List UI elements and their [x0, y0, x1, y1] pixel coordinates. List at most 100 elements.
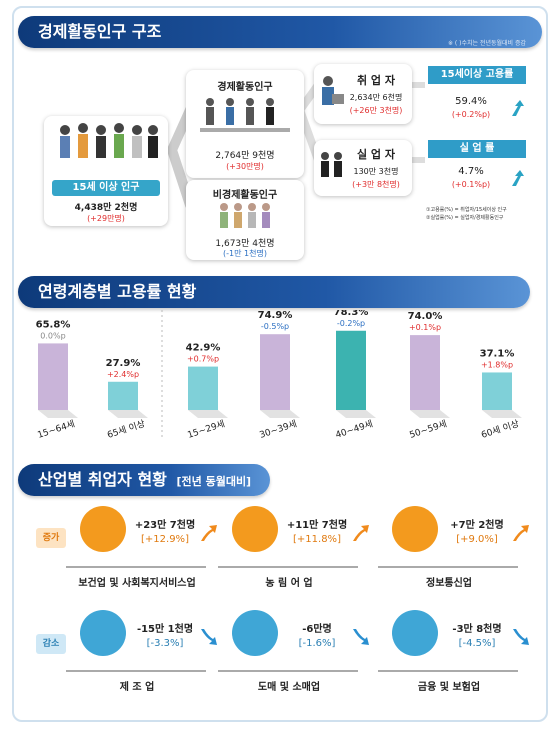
- trend-down-arrow-icon: [513, 629, 529, 645]
- industry-increase-pct: [+11.8%]: [293, 534, 341, 545]
- employed-label: 취 업 자: [356, 74, 396, 87]
- emp-rate-up-arrow-icon: [512, 100, 524, 116]
- elderly-group-icon: [220, 203, 270, 228]
- industry-decrease-2-icon: [392, 610, 438, 656]
- section3-banner: 산업별 취업자 현황 [전년 동월대비]: [18, 464, 270, 496]
- industry-decrease-pct: [-4.5%]: [458, 638, 496, 649]
- industry-decrease-value: -3만 8천명: [452, 624, 502, 635]
- industry-decrease-name: 도매 및 소매업: [257, 682, 321, 693]
- bar-value-label: 65.8%: [36, 319, 71, 330]
- industry-increase-value: +7만 2천명: [450, 520, 504, 531]
- bar: [260, 334, 290, 410]
- unemp-rate-change: (+0.1%p): [451, 180, 491, 189]
- non-active-change: (-1만 1천명): [223, 249, 267, 258]
- industry-divider: [66, 670, 206, 672]
- decrease-tag: 감소: [36, 634, 66, 654]
- bar-base: [260, 410, 300, 418]
- industry-divider: [378, 566, 518, 568]
- econ-active-label: 경제활동인구: [217, 82, 273, 93]
- unemployed-label: 실 업 자: [356, 148, 396, 161]
- formula-unemployment-rate: ②실업률(%) = 실업자/경제활동인구: [426, 215, 504, 221]
- industry-divider: [66, 566, 206, 568]
- section1-banner: 경제활동인구 구조 ※ ( )수치는 전년동월대비 증감: [18, 16, 542, 48]
- industry-decrease-0-icon: [80, 610, 126, 656]
- employed-change: (+26만 3천명): [349, 106, 403, 115]
- section3-subtitle: [전년 동월대비]: [176, 475, 252, 488]
- workers-icon: [200, 98, 290, 132]
- jobseekers-icon: [321, 152, 342, 177]
- industry-decrease-name: 제 조 업: [119, 682, 155, 693]
- unemp-rate-label: 실 업 률: [428, 140, 526, 158]
- industry-divider: [218, 566, 358, 568]
- unemp-rate-up-arrow-icon: [512, 170, 524, 186]
- industry-increase-value: +23만 7천명: [134, 520, 196, 531]
- bar-change-label: +0.1%p: [409, 323, 441, 332]
- trend-down-arrow-icon: [353, 629, 369, 645]
- bar-category-label: 50~59세: [408, 418, 448, 440]
- emp-rate-change: (+0.2%p): [451, 110, 491, 119]
- bar: [188, 366, 218, 410]
- industry-decrease-value: -15만 1천명: [136, 624, 194, 635]
- office-worker-icon: [322, 76, 344, 105]
- section1-note: ※ ( )수치는 전년동월대비 증감: [447, 40, 526, 47]
- bar-change-label: +1.8%p: [481, 360, 513, 369]
- trend-up-arrow-icon: [353, 525, 369, 541]
- industry-increase-name: 정보통신업: [426, 578, 472, 589]
- industry-increase-1-icon: [232, 506, 278, 552]
- industry-decrease-pct: [-1.6%]: [298, 638, 336, 649]
- industry-increase-name: 농 림 어 업: [265, 578, 313, 589]
- industry-decrease-name: 금융 및 보험업: [417, 682, 481, 693]
- unemployed-value: 130만 3천명: [353, 167, 399, 176]
- bar: [336, 330, 366, 410]
- econ-active-card: 경제활동인구 2,764만 9천명 (+30만명): [186, 70, 304, 178]
- bar-category-label: 30~39세: [258, 418, 298, 440]
- non-active-label: 비경제활동인구: [212, 190, 278, 201]
- increase-tag: 증가: [36, 528, 66, 548]
- bar-category-label: 60세 이상: [480, 418, 521, 441]
- bar-base: [410, 410, 450, 418]
- industry-decrease-pct: [-3.3%]: [146, 638, 184, 649]
- industry-increase-pct: [+9.0%]: [456, 534, 498, 545]
- employed-value: 2,634만 6천명: [349, 93, 403, 102]
- people-group-icon: [60, 123, 158, 158]
- pop15-card: 15세 이상 인구 4,438만 2천명 (+29만명): [44, 116, 168, 226]
- industry-decrease-1-icon: [232, 610, 278, 656]
- unemployed-change: (+3만 8천명): [352, 180, 400, 189]
- bar-base: [108, 410, 148, 418]
- bar-value-label: 78.3%: [334, 310, 369, 318]
- industry-increase-pct: [+12.9%]: [141, 534, 189, 545]
- bar-base: [188, 410, 228, 418]
- section1-title: 경제활동인구 구조: [38, 22, 162, 41]
- bar-value-label: 42.9%: [186, 343, 221, 354]
- pop15-change: (+29만명): [87, 214, 125, 223]
- bar-value-label: 74.0%: [408, 311, 443, 322]
- econ-active-value: 2,764만 9천명: [215, 151, 275, 161]
- trend-down-arrow-icon: [201, 629, 217, 645]
- bar: [38, 343, 68, 410]
- emp-rate-label: 15세이상 고용률: [428, 66, 526, 84]
- section2-banner: 연령계층별 고용률 현황: [18, 276, 530, 308]
- pop15-label: 15세 이상 인구: [52, 180, 160, 196]
- employed-card: 취 업 자 2,634만 6천명 (+26만 3천명): [314, 64, 412, 124]
- industry-increase-value: +11만 7천명: [286, 520, 348, 531]
- non-active-value: 1,673만 4천명: [215, 239, 275, 249]
- bar: [482, 372, 512, 410]
- bar-category-label: 40~49세: [334, 418, 374, 440]
- formula-employment-rate: ①고용률(%) = 취업자/15세이상 인구: [426, 207, 507, 213]
- industry-increase-2-icon: [392, 506, 438, 552]
- section3-title: 산업별 취업자 현황: [38, 470, 167, 489]
- bar-change-label: -0.2%p: [337, 319, 365, 328]
- bar-base: [336, 410, 376, 418]
- bar-change-label: 0.0%p: [40, 331, 65, 340]
- bar-value-label: 74.9%: [258, 310, 293, 321]
- pop15-value: 4,438만 2천명: [74, 203, 138, 213]
- bar-base: [482, 410, 522, 418]
- section2-title: 연령계층별 고용률 현황: [38, 282, 197, 301]
- bar-category-label: 65세 이상: [106, 418, 147, 441]
- bar-category-label: 15~64세: [36, 418, 76, 440]
- bar: [108, 381, 138, 410]
- industry-divider: [218, 670, 358, 672]
- bar-base: [38, 410, 78, 418]
- bar-value-label: 27.9%: [106, 358, 141, 369]
